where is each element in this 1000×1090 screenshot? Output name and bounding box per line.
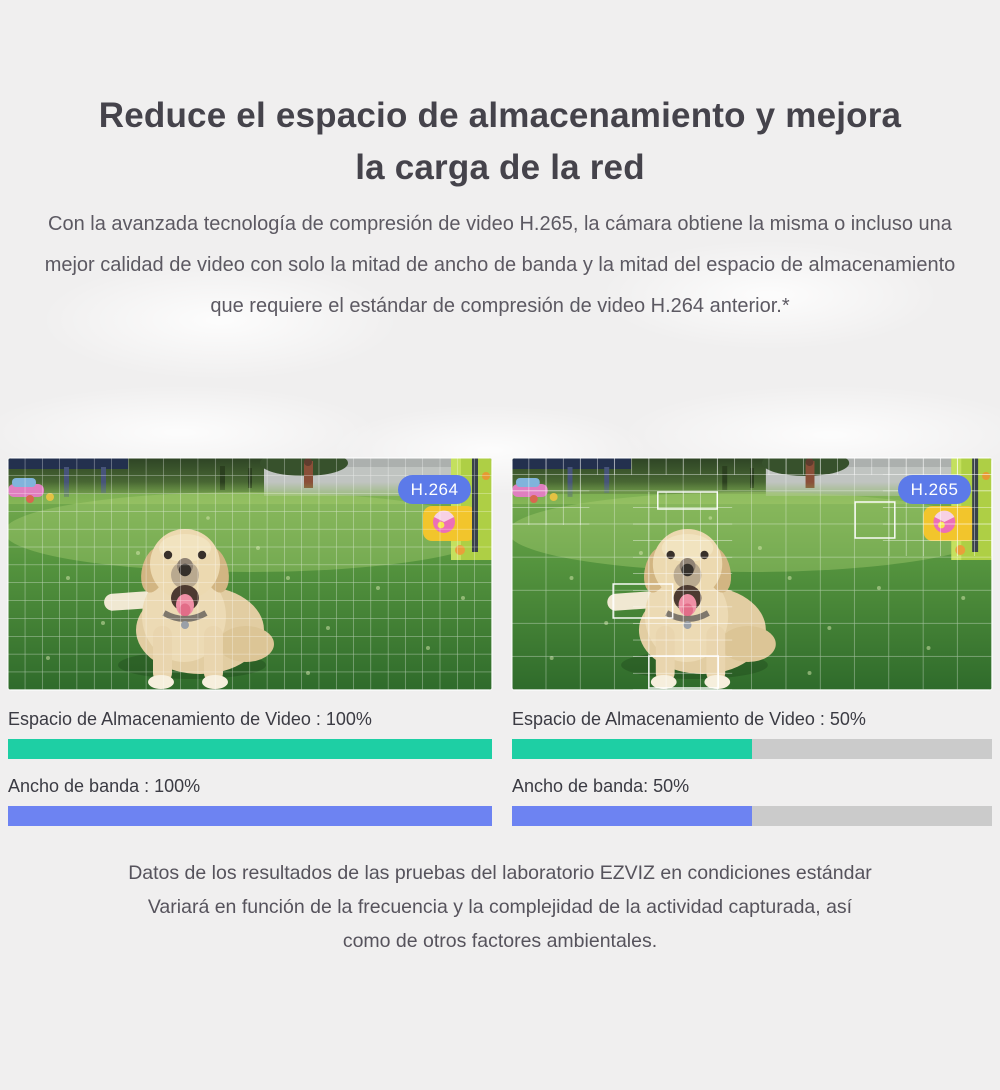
bandwidth-bar-track-h265	[512, 806, 992, 826]
disclaimer-line2: Variará en función de la frecuencia y la…	[147, 896, 853, 918]
h265-column: H.265 Espacio de Almacenamiento de Video…	[512, 458, 992, 826]
storage-bar-fill-h265	[512, 739, 752, 759]
intro-paragraph: Con la avanzada tecnología de compresión…	[44, 213, 956, 317]
storage-label-h265: Espacio de Almacenamiento de Video : 50%	[512, 709, 866, 729]
disclaimer-line1: Datos de los resultados de las pruebas d…	[128, 862, 872, 884]
bandwidth-label-h265: Ancho de banda: 50%	[512, 776, 690, 796]
codec-comparison: H.264 Espacio de Almacenamiento de Video…	[8, 458, 992, 826]
bandwidth-bar-track-h264	[8, 806, 492, 826]
storage-label-h264: Espacio de Almacenamiento de Video : 100…	[8, 709, 372, 729]
page-title-line2: la carga de la red	[355, 148, 645, 187]
h265-badge: H.265	[898, 475, 971, 504]
h264-badge: H.264	[398, 475, 471, 504]
page-title: Reduce el espacio de almacenamiento y me…	[0, 90, 1000, 194]
h265-sample-image: H.265	[512, 458, 992, 690]
page-title-line1: Reduce el espacio de almacenamiento y me…	[98, 96, 902, 135]
storage-bar-track-h265	[512, 739, 992, 759]
h264-sample-image: H.264	[8, 458, 492, 690]
bandwidth-label-h264: Ancho de banda : 100%	[8, 776, 201, 796]
storage-bar-fill-h264	[8, 739, 492, 759]
bandwidth-bar-fill-h264	[8, 806, 492, 826]
bandwidth-bar-fill-h265	[512, 806, 752, 826]
test-disclaimer: Datos de los resultados de las pruebas d…	[0, 856, 1000, 958]
h264-column: H.264 Espacio de Almacenamiento de Video…	[8, 458, 492, 826]
storage-bar-track-h264	[8, 739, 492, 759]
disclaimer-line3: como de otros factores ambientales.	[342, 930, 658, 952]
